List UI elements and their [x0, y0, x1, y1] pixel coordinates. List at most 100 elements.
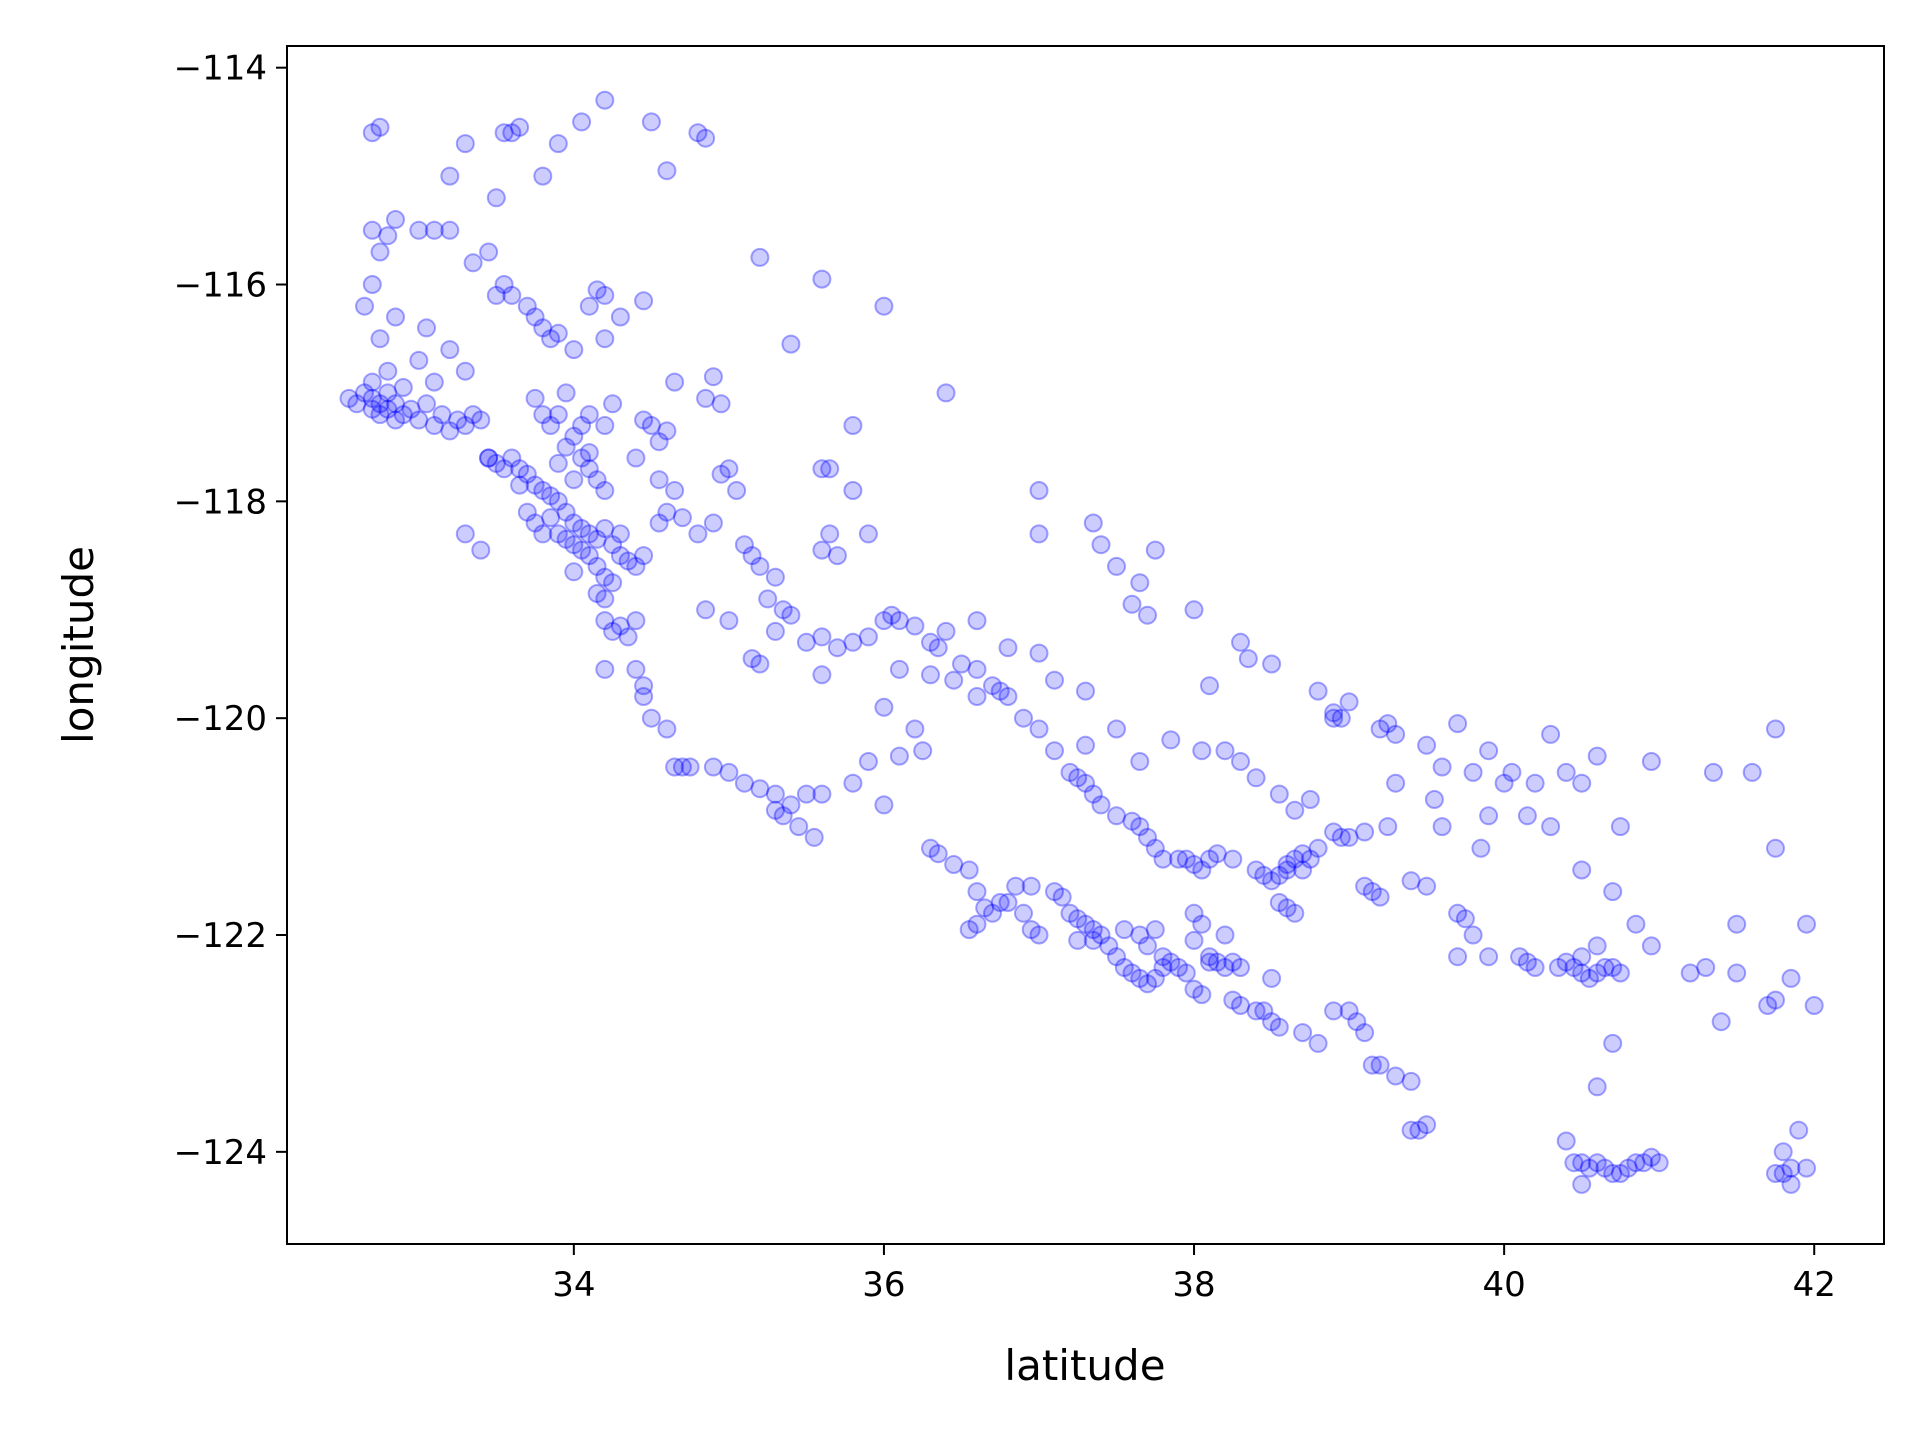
data-point — [1370, 887, 1390, 907]
data-point — [750, 654, 770, 674]
data-point — [781, 334, 801, 354]
data-point — [649, 470, 669, 490]
data-point — [1703, 762, 1723, 782]
data-point — [1781, 968, 1801, 988]
data-point — [533, 166, 553, 186]
data-point — [564, 470, 584, 490]
data-point — [1362, 1055, 1382, 1075]
data-point — [362, 123, 382, 143]
data-point — [479, 448, 499, 468]
data-point — [1153, 849, 1173, 869]
data-point — [750, 779, 770, 799]
data-point — [517, 296, 537, 316]
data-point — [1797, 914, 1816, 934]
data-point — [1145, 838, 1165, 858]
data-point — [370, 242, 390, 262]
data-point — [378, 361, 398, 381]
data-point — [812, 459, 832, 479]
data-point — [1455, 909, 1475, 929]
data-point — [1727, 963, 1747, 983]
data-point — [1541, 817, 1561, 837]
data-point — [858, 752, 878, 771]
x-tick-label: 42 — [1793, 1265, 1836, 1305]
data-point — [455, 134, 475, 154]
data-point — [1099, 936, 1119, 956]
data-point — [603, 573, 623, 593]
data-point — [1060, 903, 1080, 923]
data-point — [1083, 920, 1103, 940]
data-point — [626, 556, 646, 576]
data-point — [1587, 746, 1607, 766]
data-point — [665, 481, 685, 500]
data-point — [1262, 871, 1282, 891]
data-point — [541, 416, 561, 435]
data-point — [1479, 806, 1499, 826]
data-point — [998, 893, 1018, 912]
data-point — [812, 784, 832, 804]
data-point — [486, 285, 506, 305]
data-point — [1355, 1023, 1375, 1043]
data-point — [1223, 990, 1243, 1010]
data-point — [1091, 535, 1111, 555]
data-point — [1184, 930, 1204, 950]
data-point — [355, 383, 374, 403]
data-point — [393, 405, 413, 425]
data-point — [843, 773, 863, 793]
data-point — [1510, 947, 1530, 967]
data-point — [610, 524, 630, 544]
data-point — [1804, 996, 1824, 1015]
data-point — [595, 285, 615, 305]
data-point — [1246, 860, 1266, 880]
y-tick-label: −122 — [174, 916, 267, 956]
data-point — [1417, 1115, 1437, 1135]
data-point — [657, 502, 677, 522]
data-point — [626, 659, 646, 679]
data-point — [827, 638, 847, 658]
data-point — [370, 394, 390, 414]
data-point — [820, 459, 840, 479]
data-point — [548, 323, 568, 343]
data-point — [952, 654, 971, 674]
data-point — [1370, 1055, 1390, 1075]
data-point — [386, 210, 405, 229]
data-point — [1773, 1164, 1793, 1183]
data-point — [424, 372, 444, 392]
data-point — [874, 697, 894, 717]
data-point — [758, 589, 778, 609]
data-point — [998, 687, 1018, 706]
plot-frame — [286, 45, 1885, 1245]
data-point — [657, 161, 677, 181]
data-point — [1300, 849, 1320, 869]
data-point — [1308, 838, 1328, 858]
data-point — [1610, 817, 1630, 837]
data-point — [727, 481, 747, 500]
data-point — [1595, 1158, 1615, 1178]
data-point — [1130, 752, 1150, 771]
data-point — [1231, 632, 1250, 652]
data-point — [750, 247, 770, 267]
data-point — [339, 388, 359, 408]
data-point — [1401, 1071, 1421, 1091]
data-point — [572, 112, 592, 132]
data-point — [1254, 1001, 1274, 1021]
data-point — [595, 659, 615, 679]
data-point — [1114, 920, 1134, 940]
data-point — [455, 524, 475, 544]
data-point — [1789, 1120, 1809, 1140]
data-point — [1215, 925, 1235, 945]
data-point — [1494, 773, 1514, 793]
data-point — [711, 394, 731, 414]
data-point — [1184, 600, 1204, 620]
data-point — [1401, 871, 1421, 891]
data-point — [649, 432, 669, 452]
data-point — [440, 220, 460, 240]
data-point — [1014, 903, 1033, 923]
x-axis: 34 36 38 40 42 — [552, 1244, 1836, 1305]
data-point — [742, 649, 762, 669]
data-point — [494, 123, 514, 143]
data-point — [1122, 963, 1142, 983]
data-point — [1797, 1158, 1816, 1178]
data-point — [378, 399, 398, 419]
data-point — [1200, 952, 1219, 972]
data-point — [548, 134, 568, 154]
